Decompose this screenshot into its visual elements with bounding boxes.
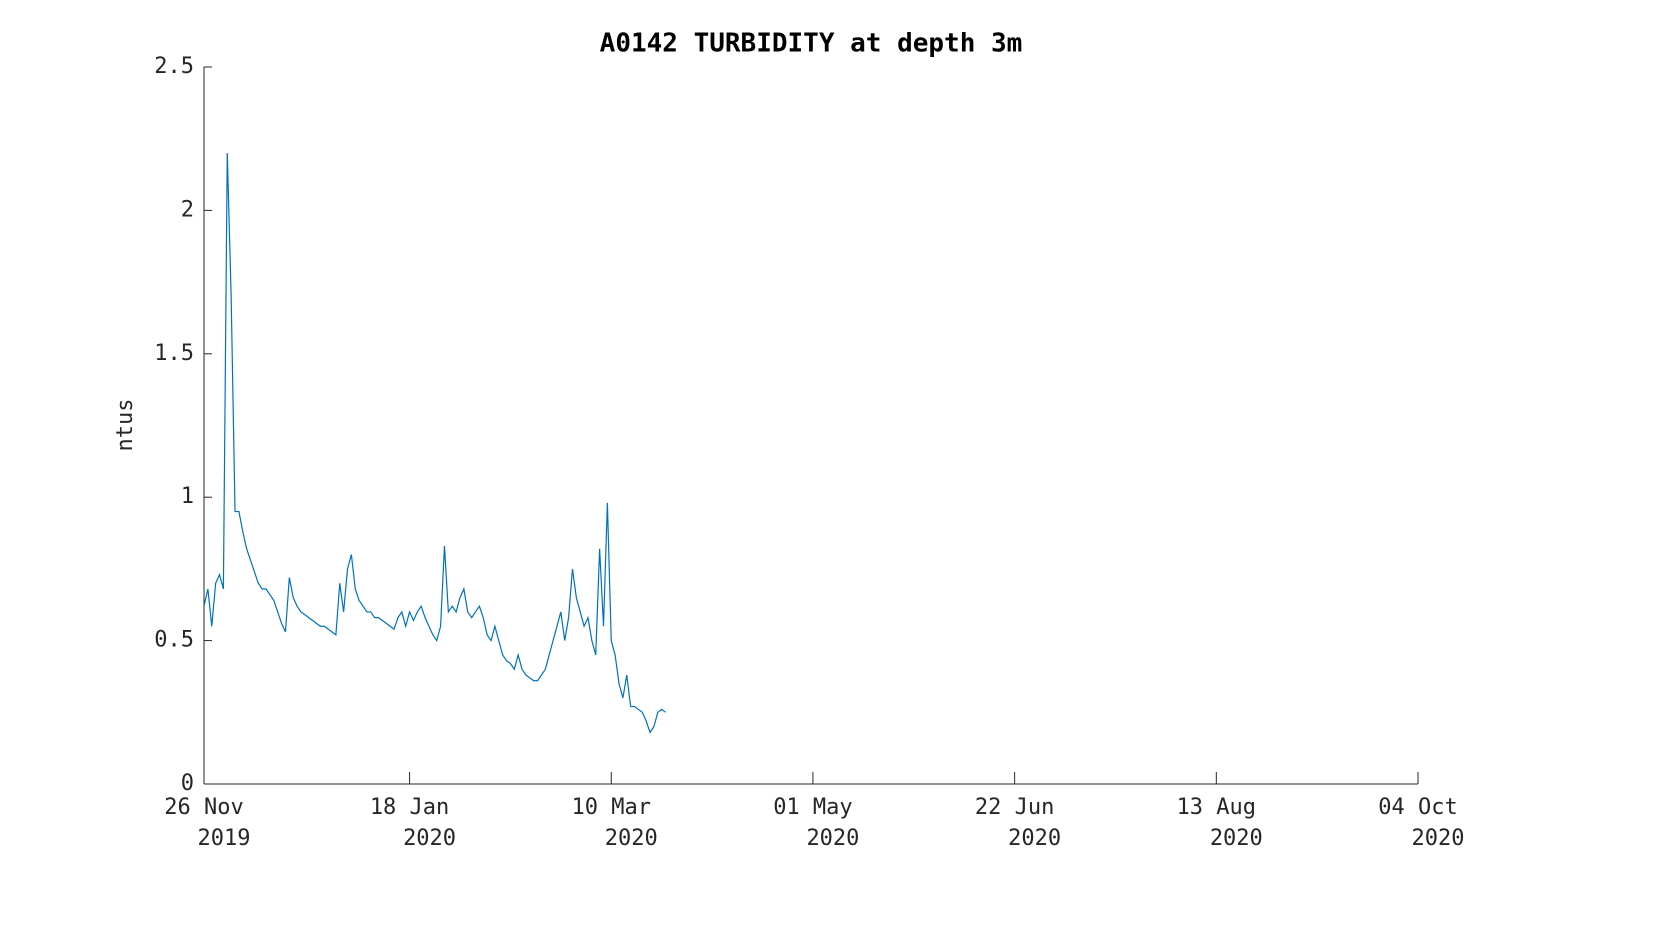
y-axis-label: ntus [113, 399, 138, 452]
x-tick-label: 04 Oct [1378, 795, 1457, 820]
x-tick-label: 2019 [198, 826, 251, 851]
x-tick-label: 2020 [1210, 826, 1263, 851]
x-tick-label: 2020 [1008, 826, 1061, 851]
x-tick-label: 2020 [605, 826, 658, 851]
y-tick-label: 2 [181, 197, 194, 222]
x-tick-label: 10 Mar [572, 795, 651, 820]
x-tick-label: 22 Jun [975, 795, 1054, 820]
y-tick-label: 1.5 [154, 341, 194, 366]
x-tick-label: 26 Nov [164, 795, 243, 820]
y-tick-label: 2.5 [154, 54, 194, 79]
x-tick-label: 18 Jan [370, 795, 449, 820]
y-tick-label: 0 [181, 771, 194, 796]
x-tick-label: 01 May [773, 795, 852, 820]
x-tick-label: 13 Aug [1177, 795, 1256, 820]
y-tick-label: 1 [181, 484, 194, 509]
x-tick-label: 2020 [403, 826, 456, 851]
data-line [203, 153, 666, 734]
x-tick-label: 2020 [1412, 826, 1465, 851]
x-tick-label: 2020 [806, 826, 859, 851]
chart-title: A0142 TURBIDITY at depth 3m [600, 29, 1023, 59]
y-tick-label: 0.5 [154, 628, 194, 653]
